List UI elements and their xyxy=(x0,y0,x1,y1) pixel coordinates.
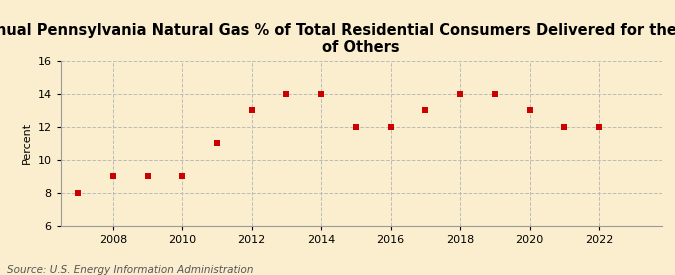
Point xyxy=(489,91,500,96)
Y-axis label: Percent: Percent xyxy=(22,122,32,164)
Point xyxy=(316,91,327,96)
Text: Source: U.S. Energy Information Administration: Source: U.S. Energy Information Administ… xyxy=(7,265,253,275)
Point xyxy=(350,124,361,129)
Point xyxy=(455,91,466,96)
Point xyxy=(246,108,257,112)
Point xyxy=(281,91,292,96)
Point xyxy=(559,124,570,129)
Point xyxy=(177,174,188,178)
Point xyxy=(212,141,223,145)
Title: Annual Pennsylvania Natural Gas % of Total Residential Consumers Delivered for t: Annual Pennsylvania Natural Gas % of Tot… xyxy=(0,23,675,55)
Point xyxy=(107,174,118,178)
Point xyxy=(385,124,396,129)
Point xyxy=(593,124,604,129)
Point xyxy=(142,174,153,178)
Point xyxy=(524,108,535,112)
Point xyxy=(73,190,84,195)
Point xyxy=(420,108,431,112)
